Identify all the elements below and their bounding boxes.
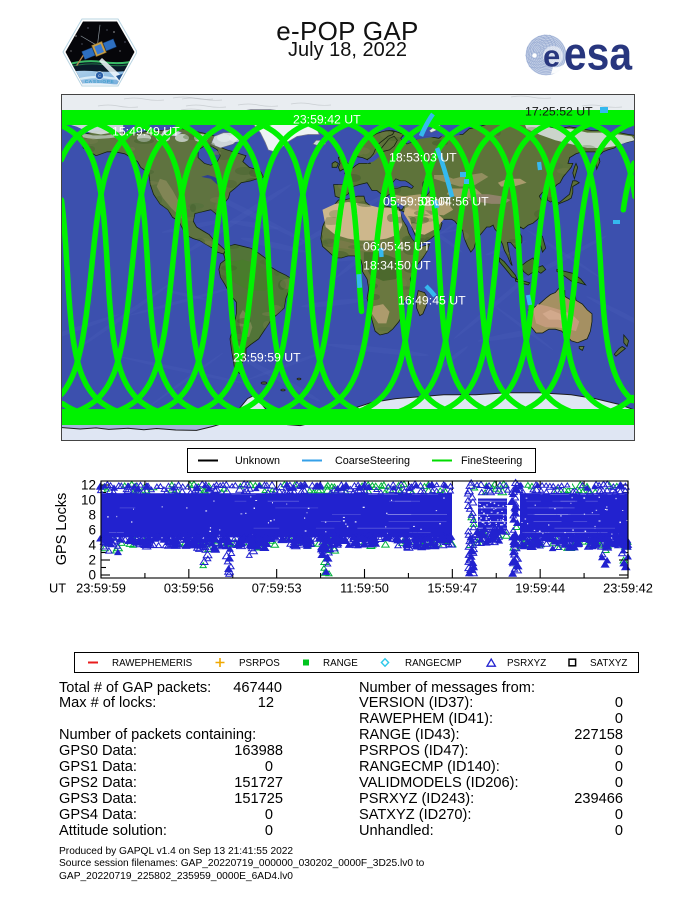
svg-text:Unknown: Unknown	[235, 455, 280, 467]
svg-text:8: 8	[88, 508, 96, 523]
svg-text:PSRPOS: PSRPOS	[239, 658, 280, 669]
svg-text:16:49:45 UT: 16:49:45 UT	[398, 293, 466, 307]
svg-text:23:59:42: 23:59:42	[603, 581, 653, 596]
svg-text:06:05:45 UT: 06:05:45 UT	[363, 239, 431, 253]
svg-text:19:59:44: 19:59:44	[515, 581, 565, 596]
svg-text:RANGE: RANGE	[323, 658, 358, 669]
svg-text:15:49:49 UT: 15:49:49 UT	[112, 124, 180, 138]
svg-text:GPS Locks: GPS Locks	[54, 493, 70, 566]
svg-text:CASSIOPE: CASSIOPE	[85, 79, 115, 85]
svg-text:07:59:53: 07:59:53	[252, 581, 302, 596]
svg-text:06:04:56 UT: 06:04:56 UT	[421, 194, 489, 208]
svg-text:RAWEPHEMERIS: RAWEPHEMERIS	[112, 658, 193, 669]
svg-text:PSRXYZ: PSRXYZ	[507, 658, 546, 669]
svg-text:10: 10	[81, 493, 96, 508]
svg-text:11:59:50: 11:59:50	[340, 581, 389, 596]
svg-text:SATXYZ: SATXYZ	[590, 658, 627, 669]
svg-text:UT: UT	[49, 581, 66, 596]
svg-text:18:53:03 UT: 18:53:03 UT	[389, 150, 457, 164]
svg-text:18:34:50 UT: 18:34:50 UT	[363, 258, 431, 272]
svg-text:03:59:56: 03:59:56	[164, 581, 214, 596]
svg-text:FineSteering: FineSteering	[461, 455, 522, 467]
svg-text:23:59:42 UT: 23:59:42 UT	[293, 112, 361, 126]
svg-text:12: 12	[81, 478, 96, 493]
svg-text:23:59:59 UT: 23:59:59 UT	[233, 350, 301, 364]
svg-text:15:59:47: 15:59:47	[427, 581, 477, 596]
svg-text:6: 6	[88, 523, 96, 538]
svg-text:C: C	[98, 74, 101, 78]
svg-text:05:59:52 UT: 05:59:52 UT	[383, 194, 451, 208]
svg-text:2: 2	[88, 553, 96, 568]
svg-text:e: e	[543, 39, 560, 74]
svg-text:RANGECMP: RANGECMP	[405, 658, 462, 669]
svg-text:0: 0	[88, 568, 96, 583]
svg-text:esa: esa	[564, 33, 632, 79]
svg-text:CoarseSteering: CoarseSteering	[335, 455, 410, 467]
svg-text:4: 4	[88, 538, 96, 553]
svg-text:17:25:52 UT: 17:25:52 UT	[525, 104, 593, 118]
svg-text:23:59:59: 23:59:59	[76, 581, 126, 596]
